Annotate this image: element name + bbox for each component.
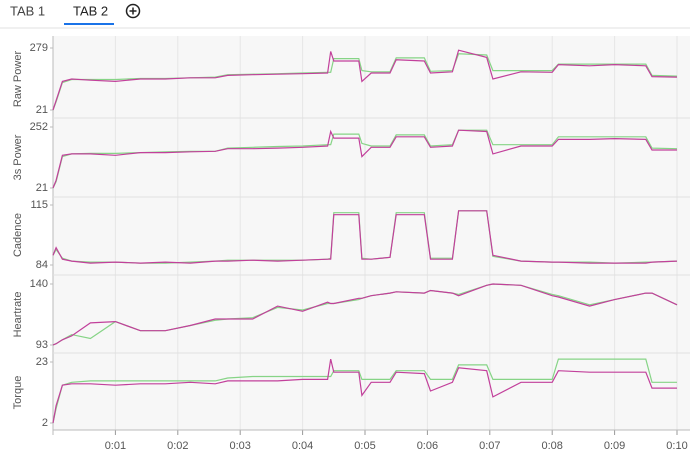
data-line bbox=[52, 129, 677, 189]
data-line bbox=[52, 49, 678, 111]
x-tick-label: 0:04 bbox=[292, 440, 313, 452]
y-tick-label: 23 bbox=[36, 356, 48, 368]
y-tick-label: 252 bbox=[30, 121, 48, 133]
y-axis-label: 3s Power bbox=[12, 134, 24, 180]
tab-indicator bbox=[64, 23, 114, 25]
x-tick-label: 0:06 bbox=[417, 440, 438, 452]
data-line bbox=[52, 53, 678, 111]
y-tick-label: 279 bbox=[30, 42, 48, 54]
data-line bbox=[52, 210, 678, 264]
y-tick-label: 84 bbox=[36, 259, 48, 271]
plot-background bbox=[53, 36, 690, 430]
data-line bbox=[52, 283, 678, 346]
tab[interactable]: TAB 1 bbox=[10, 3, 45, 18]
x-tick-label: 0:08 bbox=[541, 440, 562, 452]
data-line bbox=[52, 358, 677, 424]
x-tick-label: 0:07 bbox=[479, 440, 500, 452]
x-tick-label: 0:05 bbox=[354, 440, 375, 452]
y-tick-label: 2 bbox=[42, 417, 48, 429]
x-tick-label: 0:10 bbox=[666, 440, 687, 452]
y-axis-label: Torque bbox=[12, 376, 24, 410]
y-axis-label: Heartrate bbox=[12, 292, 24, 338]
x-tick-label: 0:01 bbox=[105, 440, 126, 452]
y-axis-label: Cadence bbox=[12, 213, 24, 257]
add-tab-button[interactable] bbox=[125, 3, 141, 19]
data-line bbox=[52, 358, 677, 424]
x-tick-label: 0:03 bbox=[229, 440, 250, 452]
tab-active[interactable]: TAB 2 bbox=[73, 3, 108, 18]
y-tick-label: 140 bbox=[30, 278, 48, 290]
y-tick-label: 115 bbox=[30, 199, 48, 211]
y-axis-label: Raw Power bbox=[12, 51, 24, 108]
y-tick-label: 21 bbox=[36, 104, 48, 116]
y-tick-label: 93 bbox=[36, 339, 48, 351]
y-tick-label: 21 bbox=[36, 182, 48, 194]
x-tick-label: 0:02 bbox=[167, 440, 188, 452]
x-tick-label: 0:09 bbox=[604, 440, 625, 452]
